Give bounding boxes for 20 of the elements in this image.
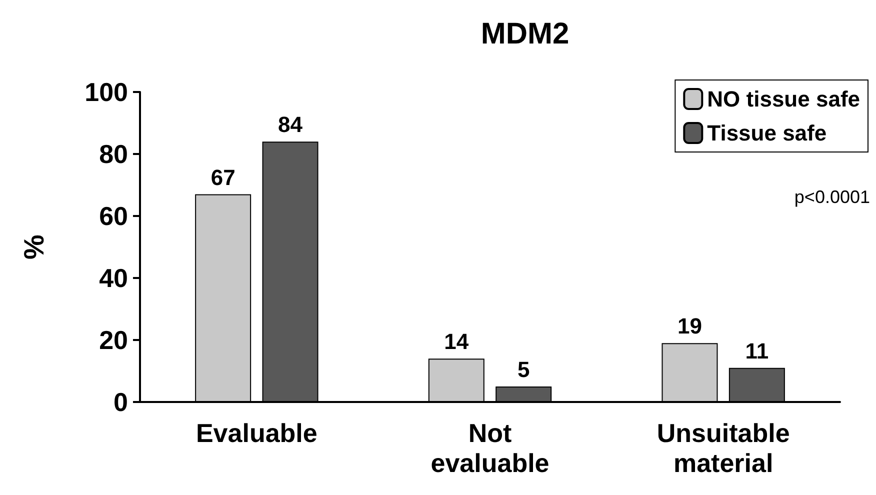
- y-tick-label: 60: [99, 201, 128, 231]
- annotation: p<0.0001: [794, 187, 870, 207]
- y-tick-label: 80: [99, 139, 128, 169]
- data-label: 11: [745, 338, 769, 364]
- x-tick-label: Not evaluable: [430, 418, 550, 478]
- x-tick-label: Unsuitable material: [656, 418, 790, 478]
- chart-title: MDM2: [480, 18, 570, 50]
- data-label: 67: [210, 164, 236, 190]
- y-tick-label: 40: [99, 263, 128, 293]
- data-label: 84: [278, 112, 304, 138]
- y-tick-label: 0: [114, 387, 128, 417]
- data-label: 19: [677, 314, 702, 339]
- y-tick-label: 100: [84, 77, 128, 107]
- y-axis-title: %: [18, 234, 50, 260]
- x-tick-label: Evaluable: [196, 418, 318, 448]
- data-label: 14: [444, 329, 470, 354]
- data-label: 5: [517, 357, 530, 382]
- legend-label: Tissue safe: [707, 120, 827, 146]
- legend-label: NO tissue safe: [707, 86, 860, 112]
- y-tick-label: 20: [99, 325, 128, 355]
